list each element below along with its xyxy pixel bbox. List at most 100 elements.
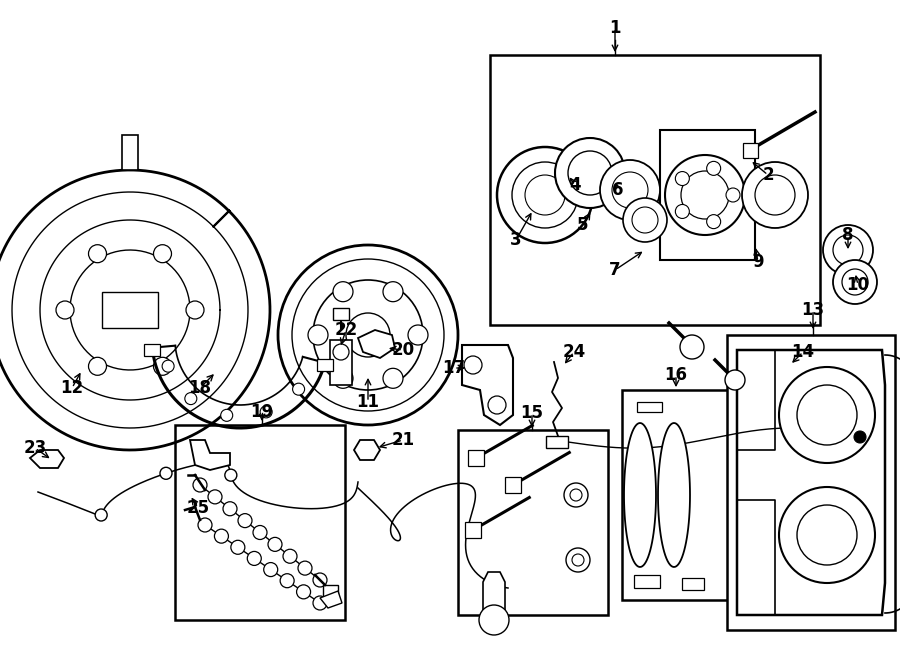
Circle shape xyxy=(56,301,74,319)
Bar xyxy=(622,390,737,600)
Circle shape xyxy=(184,393,197,405)
Text: 9: 9 xyxy=(752,253,764,271)
Circle shape xyxy=(726,188,740,202)
Circle shape xyxy=(570,489,582,501)
Circle shape xyxy=(220,409,233,421)
Circle shape xyxy=(313,596,327,610)
Circle shape xyxy=(298,561,312,575)
Circle shape xyxy=(223,502,237,516)
Polygon shape xyxy=(737,350,885,615)
Polygon shape xyxy=(190,440,230,470)
Bar xyxy=(102,292,158,328)
Text: 3: 3 xyxy=(510,231,522,249)
Circle shape xyxy=(706,161,721,175)
Circle shape xyxy=(568,151,612,195)
Polygon shape xyxy=(122,135,138,170)
Text: 6: 6 xyxy=(612,181,624,199)
Circle shape xyxy=(755,175,795,215)
Circle shape xyxy=(162,360,174,372)
Text: 10: 10 xyxy=(847,276,869,294)
Circle shape xyxy=(313,280,423,390)
Circle shape xyxy=(198,518,212,532)
Text: 23: 23 xyxy=(23,439,47,457)
Text: 8: 8 xyxy=(842,226,854,244)
Text: 14: 14 xyxy=(791,343,814,361)
Polygon shape xyxy=(358,330,395,358)
Text: 25: 25 xyxy=(186,499,210,517)
Circle shape xyxy=(88,358,106,375)
Bar xyxy=(660,130,755,260)
Circle shape xyxy=(95,509,107,521)
Text: 17: 17 xyxy=(443,359,465,377)
Circle shape xyxy=(564,483,588,507)
Polygon shape xyxy=(483,572,505,620)
Polygon shape xyxy=(320,591,342,608)
Bar xyxy=(330,340,352,385)
Polygon shape xyxy=(144,344,160,356)
Text: 15: 15 xyxy=(520,404,544,422)
Circle shape xyxy=(464,356,482,374)
Circle shape xyxy=(346,313,390,357)
Text: 16: 16 xyxy=(664,366,688,384)
Text: 12: 12 xyxy=(60,379,84,397)
Text: 22: 22 xyxy=(335,321,357,339)
Circle shape xyxy=(383,368,403,388)
Bar xyxy=(465,522,481,538)
Circle shape xyxy=(779,487,875,583)
Circle shape xyxy=(248,551,261,565)
Circle shape xyxy=(253,525,267,539)
Circle shape xyxy=(797,385,857,445)
Polygon shape xyxy=(682,578,704,590)
Circle shape xyxy=(681,171,729,219)
Text: 7: 7 xyxy=(609,261,621,279)
Circle shape xyxy=(260,406,272,418)
Bar xyxy=(743,143,758,158)
Bar xyxy=(727,335,895,630)
Polygon shape xyxy=(30,450,64,468)
Circle shape xyxy=(283,549,297,563)
Circle shape xyxy=(833,235,863,265)
Circle shape xyxy=(632,207,658,233)
Circle shape xyxy=(308,325,328,345)
Text: 5: 5 xyxy=(577,216,589,234)
Circle shape xyxy=(479,605,509,635)
Circle shape xyxy=(572,554,584,566)
Circle shape xyxy=(725,370,745,390)
Text: 13: 13 xyxy=(801,301,824,319)
Text: 20: 20 xyxy=(392,341,415,359)
Circle shape xyxy=(264,563,278,576)
Circle shape xyxy=(779,367,875,463)
Circle shape xyxy=(160,467,172,479)
Circle shape xyxy=(208,490,222,504)
Circle shape xyxy=(665,155,745,235)
Bar xyxy=(505,477,521,493)
Circle shape xyxy=(268,537,282,551)
Circle shape xyxy=(742,162,808,228)
Circle shape xyxy=(292,259,444,411)
Circle shape xyxy=(623,198,667,242)
Bar xyxy=(333,308,349,320)
Circle shape xyxy=(154,358,172,375)
Bar xyxy=(546,436,568,448)
Polygon shape xyxy=(637,402,662,412)
Circle shape xyxy=(833,260,877,304)
Circle shape xyxy=(566,548,590,572)
Circle shape xyxy=(512,162,578,228)
Circle shape xyxy=(278,245,458,425)
Bar xyxy=(458,430,608,615)
Circle shape xyxy=(333,368,353,388)
Circle shape xyxy=(193,478,207,492)
Circle shape xyxy=(333,344,349,360)
Circle shape xyxy=(231,540,245,555)
Polygon shape xyxy=(658,423,690,567)
Circle shape xyxy=(225,469,237,481)
Circle shape xyxy=(292,383,304,395)
Circle shape xyxy=(680,335,704,359)
Text: 2: 2 xyxy=(762,166,774,184)
Circle shape xyxy=(600,160,660,220)
Circle shape xyxy=(675,172,689,186)
Text: 11: 11 xyxy=(356,393,380,411)
Polygon shape xyxy=(354,440,380,460)
Text: 24: 24 xyxy=(562,343,586,361)
Circle shape xyxy=(383,282,403,301)
